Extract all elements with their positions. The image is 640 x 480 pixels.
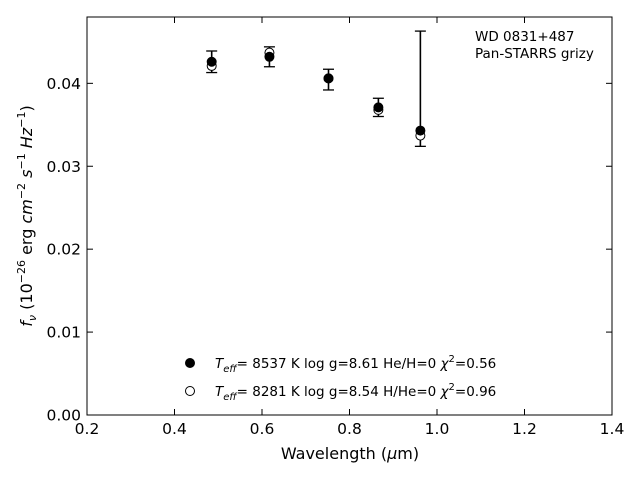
x-tick-label: 1.2 (512, 420, 537, 438)
x-tick-label: 0.8 (337, 420, 362, 438)
x-axis-ticks: 0.2 0.4 0.6 0.8 1.0 1.2 1.4 (75, 17, 625, 438)
y-axis-title: fν (10−26 erg cm−2 s−1 Hz−1) (15, 105, 39, 326)
model-point-series-1 (264, 51, 275, 62)
y-axis-ticks: 0.00 0.01 0.02 0.03 0.04 (46, 75, 612, 425)
x-tick-label: 0.2 (75, 420, 100, 438)
annotation-survey-name: Pan-STARRS grizy (475, 46, 594, 62)
model-point-series-1 (415, 125, 426, 136)
legend-label-series-2: Teff= 8281 K log g=8.54 H/He=0 χ2=0.96 (215, 382, 496, 403)
legend-marker-series-1 (185, 358, 195, 368)
error-bars (206, 30, 426, 148)
legend-label-series-1: Teff= 8537 K log g=8.61 He/H=0 χ2=0.56 (215, 354, 496, 375)
x-tick-label: 1.4 (600, 420, 625, 438)
x-tick-label: 0.4 (162, 420, 187, 438)
y-tick-label: 0.03 (46, 158, 81, 176)
x-tick-label: 1.0 (425, 420, 450, 438)
annotation-object-name: WD 0831+487 (475, 29, 574, 45)
data-points (206, 47, 426, 141)
model-point-series-1 (373, 102, 384, 113)
legend: Teff= 8537 K log g=8.61 He/H=0 χ2=0.56 T… (185, 354, 496, 403)
y-tick-label: 0.04 (46, 75, 81, 93)
y-tick-label: 0.01 (46, 324, 81, 342)
model-point-series-1 (323, 73, 334, 84)
x-tick-label: 0.6 (250, 420, 275, 438)
y-tick-label: 0.00 (46, 407, 81, 425)
legend-marker-series-2 (185, 386, 195, 396)
y-tick-label: 0.02 (46, 241, 81, 259)
x-axis-title: Wavelength (μm) (281, 444, 419, 463)
model-point-series-1 (206, 56, 217, 67)
